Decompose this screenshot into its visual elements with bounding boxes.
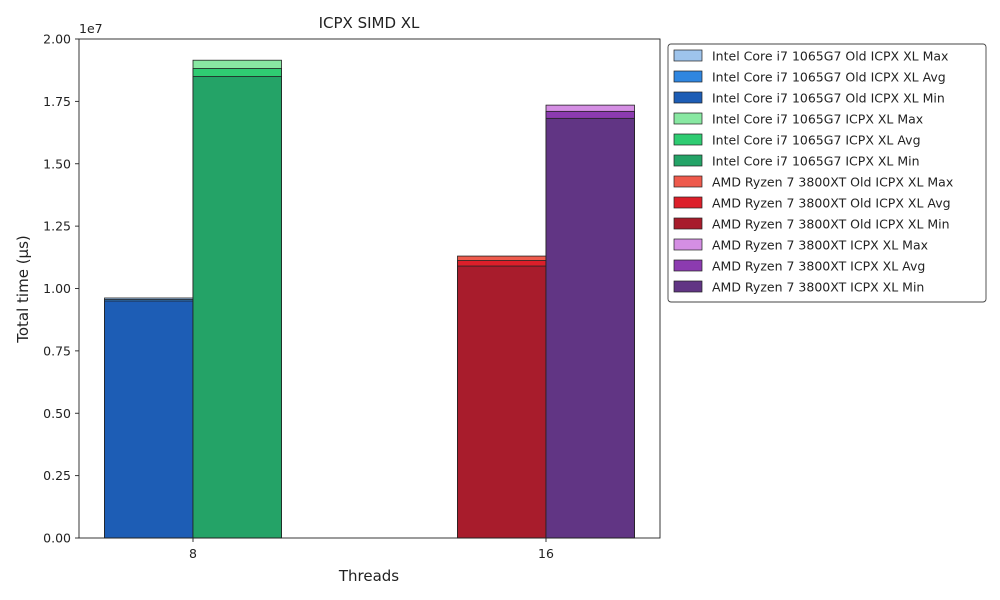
y-tick-label: 2.00 xyxy=(43,32,71,47)
legend: Intel Core i7 1065G7 Old ICPX XL Max Inte… xyxy=(667,43,987,303)
bar-amd-ryzen-7-3800xt-icpx-xl-min xyxy=(545,117,635,539)
legend-swatch xyxy=(673,175,703,188)
legend-swatch xyxy=(673,259,703,272)
legend-swatch xyxy=(673,49,703,62)
legend-label: Intel Core i7 1065G7 Old ICPX XL Min xyxy=(712,91,945,106)
bar-intel-core-i7-1065g7-icpx-xl-min xyxy=(192,76,282,539)
chart-title: ICPX SIMD XL xyxy=(319,14,420,32)
legend-label: AMD Ryzen 7 3800XT Old ICPX XL Avg xyxy=(712,196,951,211)
legend-swatch xyxy=(673,217,703,230)
y-tick-label: 1.00 xyxy=(43,281,71,296)
x-axis-label: Threads xyxy=(338,567,399,585)
legend-label: AMD Ryzen 7 3800XT ICPX XL Min xyxy=(712,280,924,295)
y-tick-label: 0.75 xyxy=(43,343,71,358)
y-offset-label: 1e7 xyxy=(79,21,103,36)
y-tick-label: 0.50 xyxy=(43,406,71,421)
legend-swatch xyxy=(673,112,703,125)
legend-swatch xyxy=(673,70,703,83)
y-axis-label: Total time (µs) xyxy=(14,235,32,344)
legend-label: AMD Ryzen 7 3800XT Old ICPX XL Min xyxy=(712,217,950,232)
y-tick-label: 1.50 xyxy=(43,156,71,171)
legend-swatch xyxy=(673,280,703,293)
y-tick-label: 0.00 xyxy=(43,531,71,546)
legend-swatch xyxy=(673,154,703,167)
legend-label: AMD Ryzen 7 3800XT Old ICPX XL Max xyxy=(712,175,953,190)
legend-label: AMD Ryzen 7 3800XT ICPX XL Avg xyxy=(712,259,925,274)
axes: 0.00 0.25 0.50 0.75 1.00 1.25 1.50 1.75 2.00 8 16 xyxy=(43,32,661,561)
legend-swatch xyxy=(673,91,703,104)
bar-amd-ryzen-7-3800xt-old-icpx-xl-min xyxy=(457,265,547,539)
x-tick-label: 8 xyxy=(189,546,197,561)
legend-label: AMD Ryzen 7 3800XT ICPX XL Max xyxy=(712,238,928,253)
legend-label: Intel Core i7 1065G7 Old ICPX XL Avg xyxy=(712,70,946,85)
x-tick-label: 16 xyxy=(538,546,554,561)
y-tick-label: 0.25 xyxy=(43,468,71,483)
legend-label: Intel Core i7 1065G7 Old ICPX XL Max xyxy=(712,49,948,64)
legend-swatch xyxy=(673,133,703,146)
y-tick-label: 1.25 xyxy=(43,219,71,234)
legend-label: Intel Core i7 1065G7 ICPX XL Max xyxy=(712,112,923,127)
legend-swatch xyxy=(673,196,703,209)
legend-label: Intel Core i7 1065G7 ICPX XL Min xyxy=(712,154,920,169)
y-tick-label: 1.75 xyxy=(43,94,71,109)
bar-intel-core-i7-1065g7-old-icpx-xl-min xyxy=(104,300,194,539)
legend-box xyxy=(667,43,987,303)
legend-swatch xyxy=(673,238,703,251)
legend-label: Intel Core i7 1065G7 ICPX XL Avg xyxy=(712,133,921,148)
plot-area xyxy=(104,59,635,539)
